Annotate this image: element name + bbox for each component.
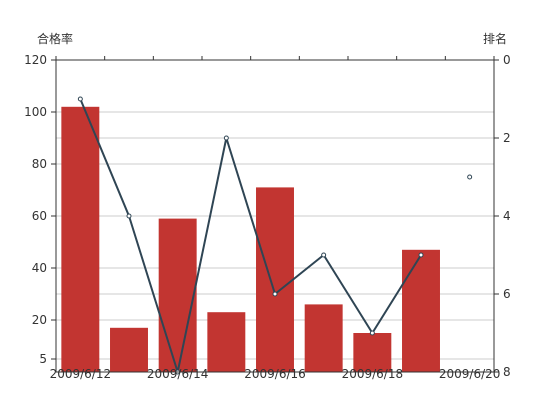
bar <box>402 249 440 372</box>
left-tick-label: 5 <box>39 352 47 366</box>
x-tick-label: 2009/6/14 <box>147 367 209 381</box>
data-point <box>369 330 375 336</box>
right-tick-label: 2 <box>503 131 511 145</box>
bar <box>61 106 100 373</box>
data-point <box>321 252 327 258</box>
data-point <box>223 135 229 141</box>
right-tick-label: 8 <box>503 365 511 379</box>
axes: 5 20 40 60 80 100 120 0 2 4 6 8 2009/6/12 2009/6/14 20… <box>24 53 511 381</box>
bar <box>207 312 246 372</box>
bar <box>256 187 294 372</box>
left-tick-label: 20 <box>32 313 47 327</box>
left-tick-label: 120 <box>24 53 47 67</box>
bar <box>110 327 148 372</box>
data-point <box>272 291 278 297</box>
x-tick-label: 2009/6/18 <box>342 367 404 381</box>
right-axis-title: 排名 <box>483 31 507 46</box>
bar-series <box>61 106 440 373</box>
left-tick-label: 100 <box>24 105 47 119</box>
line-series <box>77 96 473 375</box>
left-tick-label: 40 <box>32 261 47 275</box>
data-point <box>126 213 132 219</box>
left-tick-label: 60 <box>32 209 47 223</box>
right-tick-label: 0 <box>503 53 511 67</box>
x-tick-label: 2009/6/12 <box>50 367 112 381</box>
x-tick-label: 2009/6/16 <box>244 367 306 381</box>
right-tick-label: 4 <box>503 209 511 223</box>
bar <box>158 218 197 372</box>
bar <box>353 333 392 372</box>
data-point <box>418 252 424 258</box>
bar <box>304 304 343 372</box>
data-point <box>77 96 83 102</box>
left-axis-title: 合格率 <box>37 31 73 46</box>
series-line <box>79 98 422 373</box>
left-tick-label: 80 <box>32 157 47 171</box>
data-point <box>467 174 473 180</box>
right-tick-label: 6 <box>503 287 511 301</box>
x-tick-label: 2009/6/20 <box>439 367 501 381</box>
